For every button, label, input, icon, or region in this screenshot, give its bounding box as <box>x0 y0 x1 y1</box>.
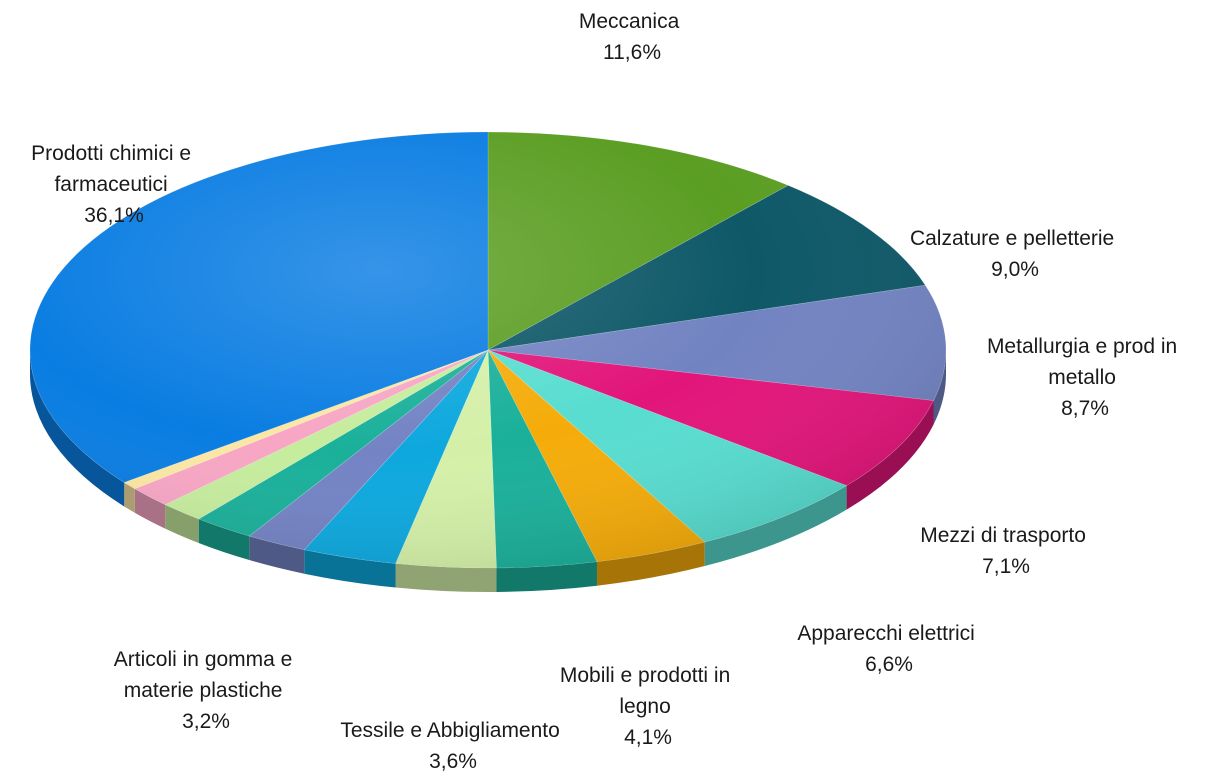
slice-label-meccanica: Meccanica 11,6% <box>579 10 685 64</box>
slice-label-apparecchi: Apparecchi elettrici 6,6% <box>797 622 980 676</box>
slice-label-tessile: Tessile e Abbigliamento 3,6% <box>340 719 565 773</box>
pie-slices <box>29 131 947 593</box>
slice-label-metallurgia: Metallurgia e prod in metallo 8,7% <box>987 335 1183 420</box>
slice-label-gomma: Articoli in gomma e materie plastiche 3,… <box>114 648 298 733</box>
slice-labels: Meccanica 11,6% Calzature e pelletterie … <box>31 10 1183 773</box>
pie-slice-side-7 <box>395 563 497 593</box>
slice-label-calzature: Calzature e pelletterie 9,0% <box>910 227 1120 281</box>
slice-label-mezzi: Mezzi di trasporto 7,1% <box>920 524 1092 578</box>
slice-label-chimici: Prodotti chimici e farmaceutici 36,1% <box>31 142 197 227</box>
slice-label-mobili: Mobili e prodotti in legno 4,1% <box>560 664 736 749</box>
pie-slice-side-6 <box>496 561 597 592</box>
